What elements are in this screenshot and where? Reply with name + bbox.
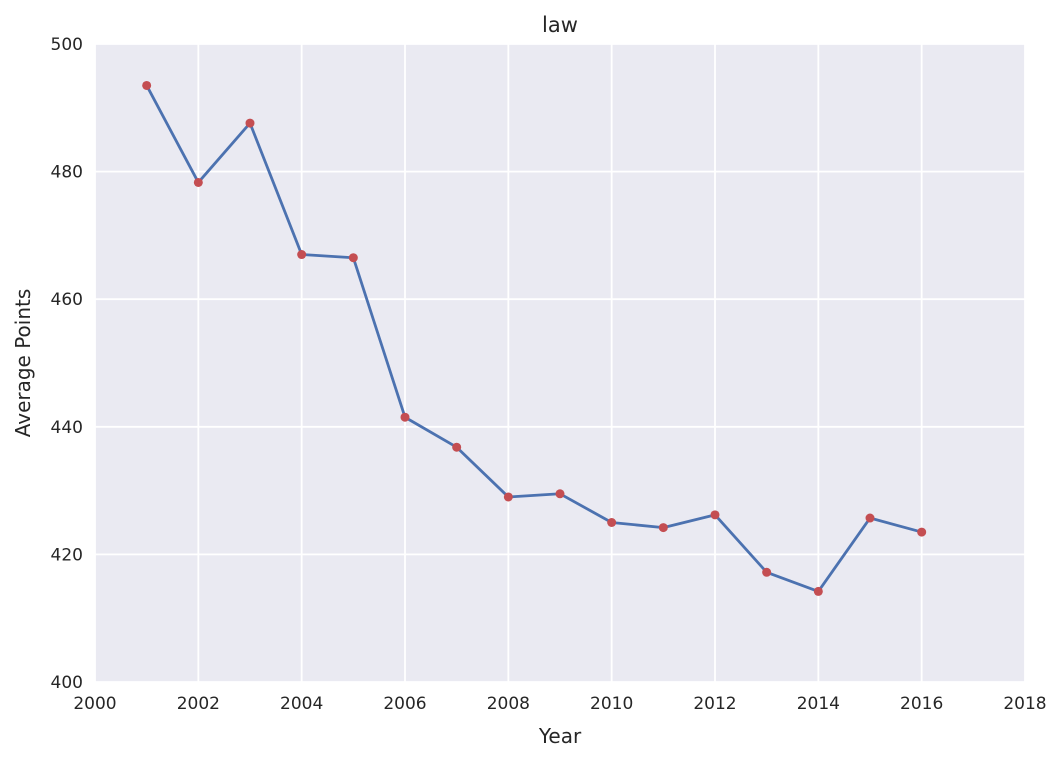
data-point (142, 80, 152, 90)
y-tick-label: 500 (51, 35, 83, 55)
x-tick-label: 2016 (900, 694, 943, 714)
data-point (245, 118, 255, 128)
data-point (762, 567, 772, 577)
x-tick-label: 2002 (177, 694, 220, 714)
data-point (297, 250, 307, 260)
y-tick-label: 460 (51, 290, 83, 310)
plot-area (95, 44, 1025, 682)
series-layer (142, 80, 927, 596)
x-tick-label: 2010 (590, 694, 633, 714)
chart-title: law (542, 13, 578, 37)
x-tick-label: 2008 (487, 694, 530, 714)
y-axis-label: Average Points (11, 289, 35, 438)
data-point (658, 523, 668, 533)
data-point (503, 492, 513, 502)
data-point (400, 412, 410, 422)
series-line (145, 84, 923, 593)
data-point (452, 442, 462, 452)
x-tick-label: 2014 (797, 694, 840, 714)
data-point (607, 518, 617, 527)
grid (94, 43, 1026, 683)
data-point (865, 513, 875, 523)
x-tick-label: 2018 (1003, 694, 1046, 714)
y-tick-label: 480 (51, 163, 83, 183)
data-point (348, 253, 358, 263)
data-point (710, 510, 720, 520)
data-point (917, 527, 927, 537)
x-tick-label: 2004 (280, 694, 323, 714)
y-tick-label: 400 (51, 673, 83, 693)
x-tick-label: 2000 (73, 694, 116, 714)
y-tick-labels: 400 420 440 460 480 500 (51, 35, 83, 693)
data-point (555, 489, 565, 499)
x-axis-label: Year (538, 724, 582, 748)
x-tick-label: 2006 (383, 694, 426, 714)
data-point (193, 177, 203, 187)
x-tick-label: 2012 (693, 694, 736, 714)
y-tick-label: 440 (51, 418, 83, 438)
x-tick-labels: 2000 2002 2004 2006 2008 2010 2012 2014 2016 2018 (73, 694, 1046, 714)
y-tick-label: 420 (51, 545, 83, 565)
data-point (813, 586, 823, 596)
